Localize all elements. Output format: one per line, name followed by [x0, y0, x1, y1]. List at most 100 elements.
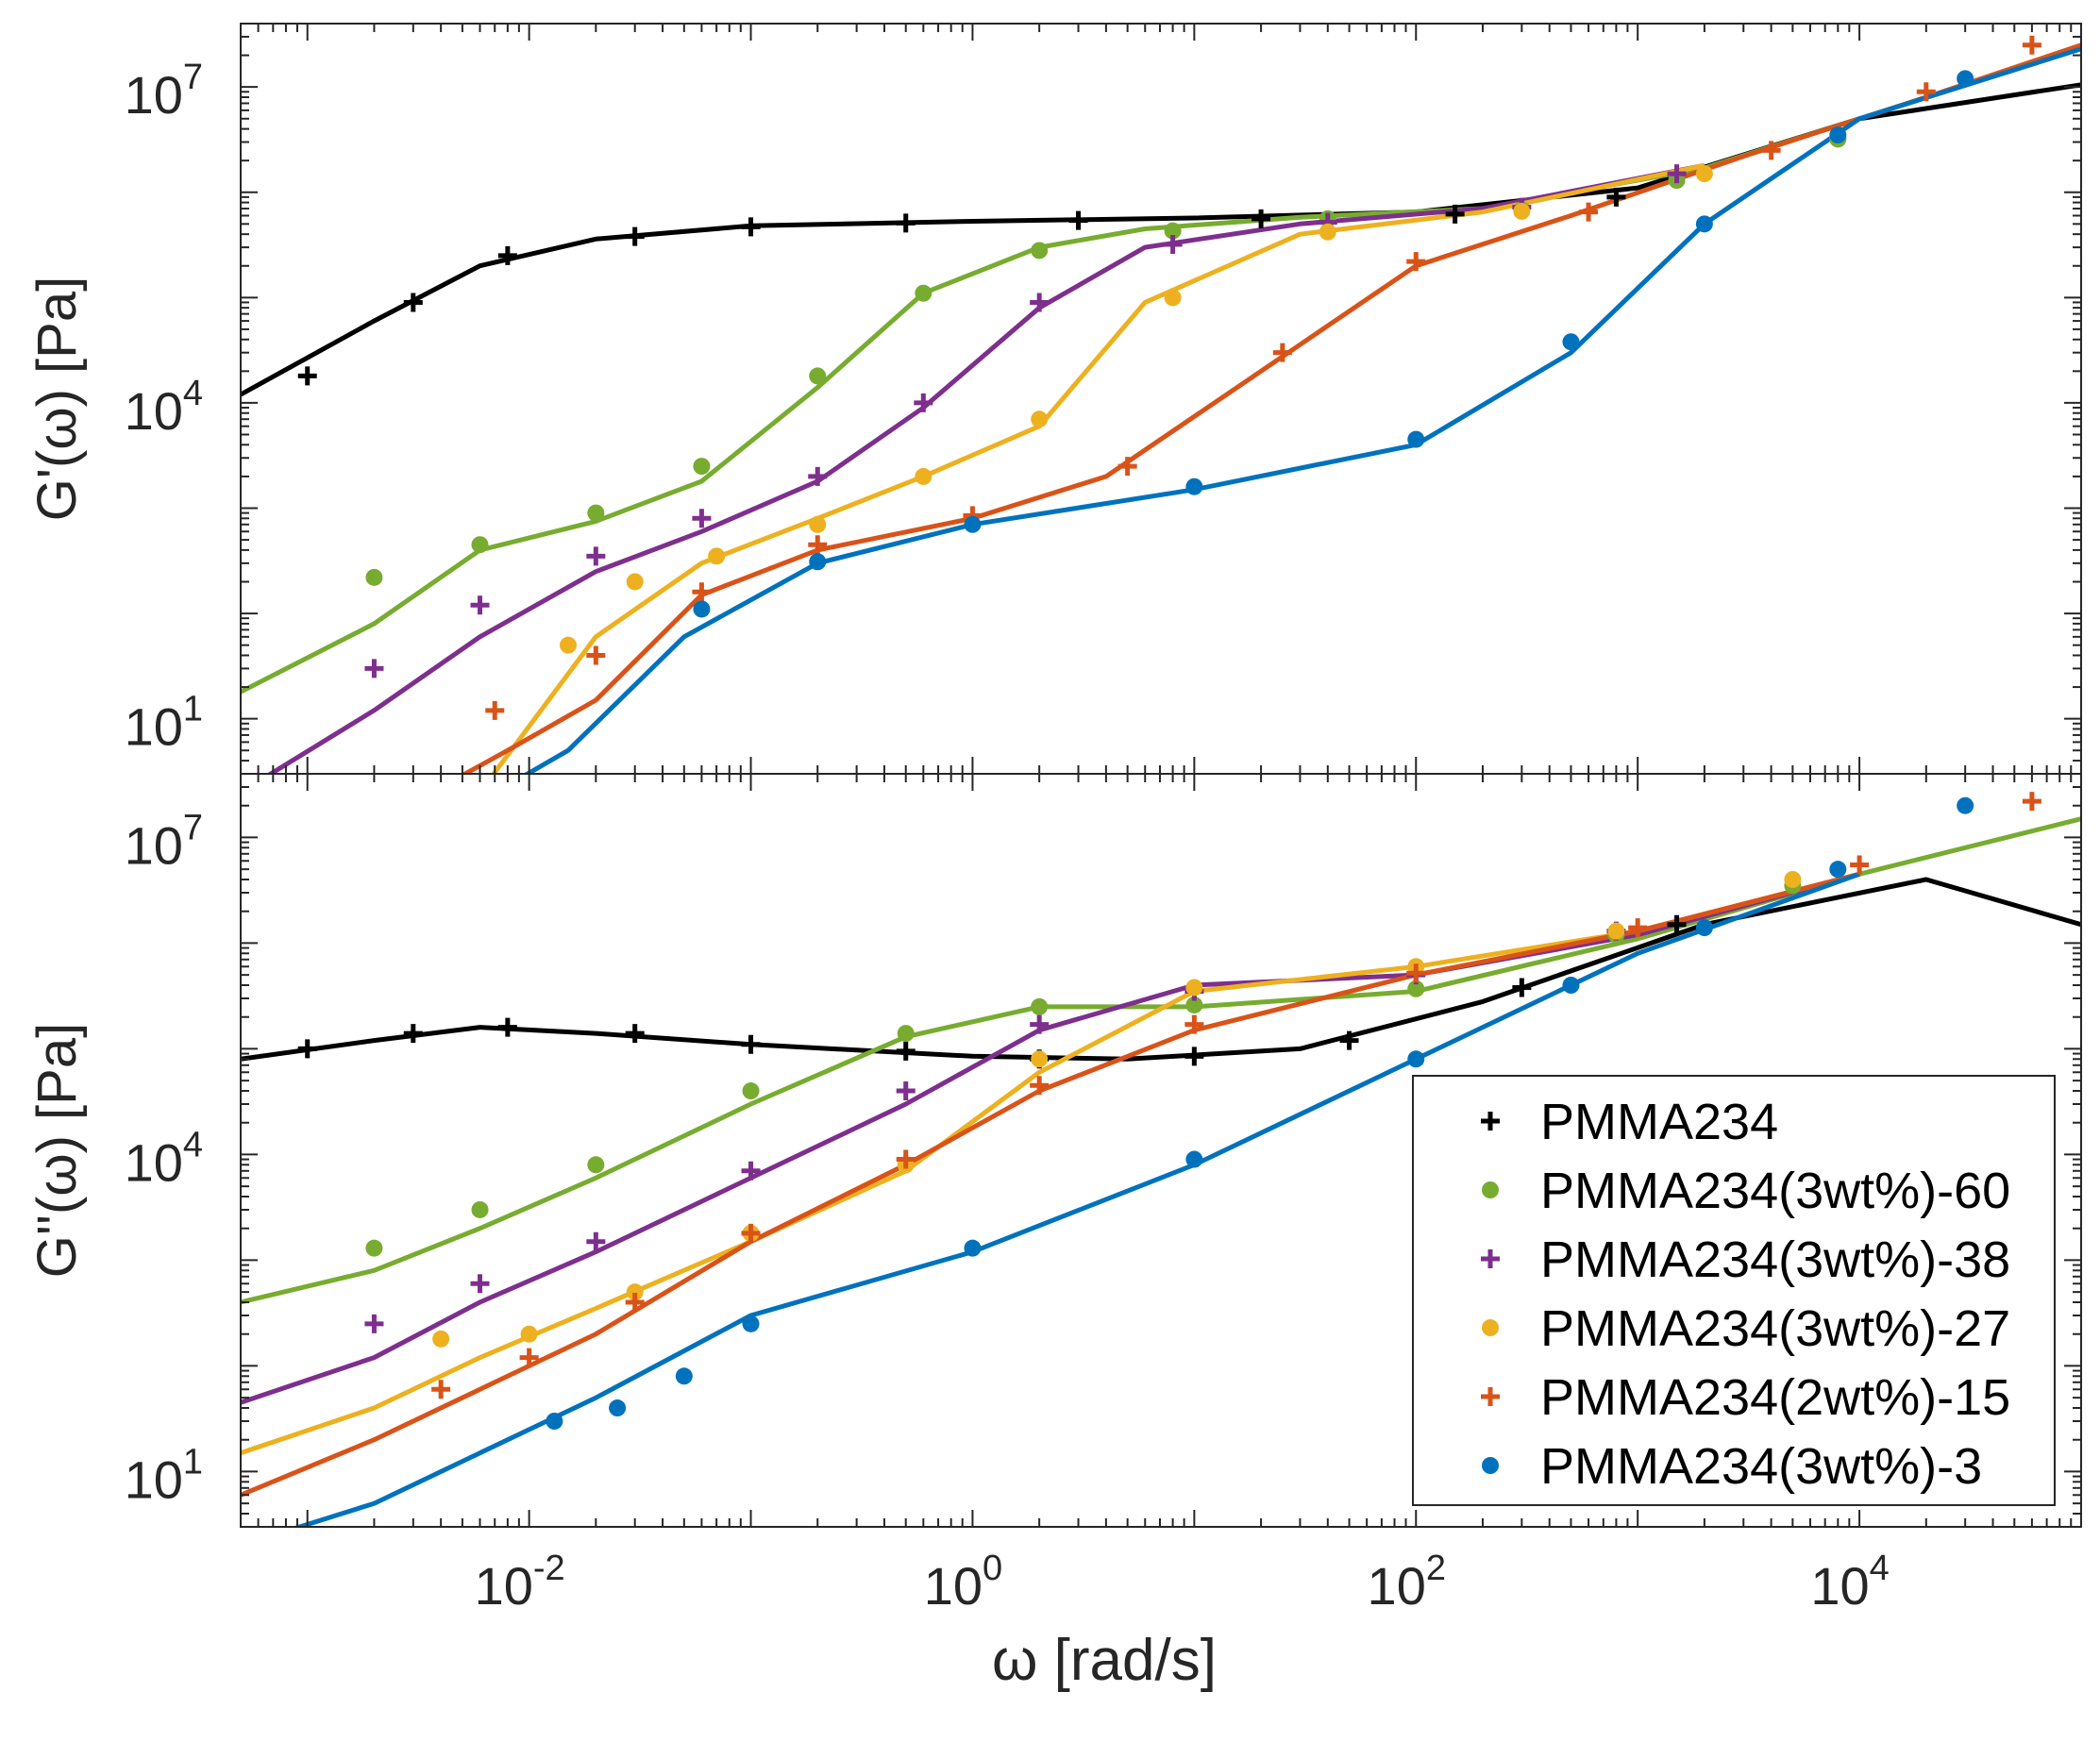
data-point — [587, 1156, 605, 1174]
data-point — [1031, 997, 1049, 1015]
data-point — [609, 1399, 627, 1417]
legend-marker-pmma234 — [1481, 1112, 1500, 1131]
data-point — [1957, 796, 1974, 814]
tick-exponent: -2 — [533, 1549, 565, 1588]
data-point — [364, 659, 384, 678]
data-point — [1667, 914, 1687, 934]
data-point — [1031, 242, 1049, 260]
data-point — [1513, 202, 1531, 220]
tick-exponent: 1 — [183, 1442, 203, 1482]
y-tick-label: 104 — [125, 1125, 203, 1192]
legend-label-pmma234-3wt-27: PMMA234(3wt%)-27 — [1540, 1300, 2010, 1357]
data-point — [1406, 252, 1426, 272]
legend-marker-pmma234-3wt-38 — [1481, 1249, 1500, 1268]
data-point — [1068, 210, 1088, 230]
data-point — [1829, 126, 1847, 144]
data-point — [1407, 980, 1425, 997]
tick-base: 10 — [125, 65, 183, 125]
data-point — [1784, 871, 1802, 889]
legend-marker-pmma234-3wt-3 — [1482, 1457, 1499, 1474]
data-point — [431, 1380, 451, 1399]
tick-base: 10 — [1810, 1556, 1869, 1616]
x-tick-label: 100 — [924, 1549, 1002, 1616]
tick-base: 10 — [125, 1132, 183, 1192]
data-point — [586, 546, 606, 566]
data-point — [1695, 165, 1713, 183]
x-tick-label: 104 — [1810, 1549, 1889, 1616]
data-point — [809, 515, 827, 533]
data-point — [914, 393, 933, 412]
data-point — [471, 536, 489, 554]
tick-exponent: 0 — [983, 1549, 1002, 1588]
y-tick-label: 104 — [125, 374, 203, 441]
tick-base: 10 — [475, 1556, 533, 1616]
tick-base: 10 — [125, 815, 183, 875]
x-ticks — [240, 24, 2082, 774]
tick-base: 10 — [125, 1449, 183, 1509]
data-point — [1407, 430, 1425, 448]
series-pmma234-3wt-3 — [693, 70, 1974, 618]
x-ticks — [240, 774, 2082, 1527]
series-pmma234-3wt-27 — [559, 165, 1713, 654]
data-point — [470, 1274, 490, 1294]
data-point — [520, 1325, 538, 1343]
data-point — [741, 1034, 761, 1054]
data-point — [586, 1231, 606, 1251]
data-point — [626, 573, 644, 591]
data-point — [1030, 293, 1050, 312]
tick-base: 10 — [924, 1556, 983, 1616]
legend-marker-pmma234-2wt-15 — [1481, 1387, 1500, 1406]
data-point — [896, 213, 916, 233]
data-point — [741, 1223, 761, 1243]
data-point — [1117, 457, 1137, 477]
data-point — [365, 1239, 383, 1257]
data-point — [1185, 1150, 1203, 1168]
legend-label-pmma234: PMMA234 — [1540, 1094, 1778, 1150]
data-point — [1579, 202, 1599, 222]
data-point — [693, 458, 711, 476]
tick-exponent: 1 — [183, 690, 203, 729]
x-tick-label: 10-2 — [475, 1549, 565, 1616]
y-ticks — [241, 773, 2081, 1528]
data-point — [741, 1161, 761, 1181]
tick-base: 10 — [1368, 1556, 1426, 1616]
data-point — [497, 245, 517, 265]
data-point — [1667, 164, 1687, 184]
data-point — [1030, 1076, 1050, 1096]
tick-exponent: 4 — [183, 374, 203, 413]
data-point — [403, 293, 423, 312]
data-point — [1184, 1014, 1204, 1034]
data-point — [1607, 922, 1625, 940]
series-pmma234-3wt-38 — [364, 164, 1687, 678]
y-tick-label: 101 — [125, 690, 203, 757]
data-point — [2022, 792, 2041, 812]
data-point — [1272, 343, 1292, 362]
data-point — [742, 1315, 760, 1332]
data-point — [897, 1025, 915, 1043]
data-point — [586, 645, 606, 665]
data-point — [471, 1200, 489, 1218]
data-point — [1829, 861, 1847, 879]
tick-exponent: 4 — [183, 1125, 203, 1164]
data-point — [1957, 70, 1974, 88]
data-point — [2022, 35, 2041, 55]
data-point — [1164, 222, 1182, 240]
data-point — [1761, 141, 1781, 160]
data-point — [519, 1348, 539, 1367]
data-point — [964, 515, 982, 533]
series-pmma234 — [297, 914, 1687, 1069]
data-point — [742, 1082, 760, 1100]
series-pmma234-2wt-15 — [431, 792, 2041, 1399]
data-point — [808, 466, 828, 486]
data-point — [546, 1412, 563, 1430]
data-point — [1606, 187, 1626, 207]
tick-exponent: 7 — [183, 58, 203, 97]
series-pmma234 — [297, 187, 1626, 386]
data-point — [1164, 289, 1182, 307]
data-point — [1031, 1050, 1049, 1068]
x-axis-title: ω [rad/s] — [992, 1628, 1217, 1693]
y-axis-title: G''(ω) [Pa] — [26, 1023, 88, 1278]
data-point — [403, 1024, 423, 1044]
